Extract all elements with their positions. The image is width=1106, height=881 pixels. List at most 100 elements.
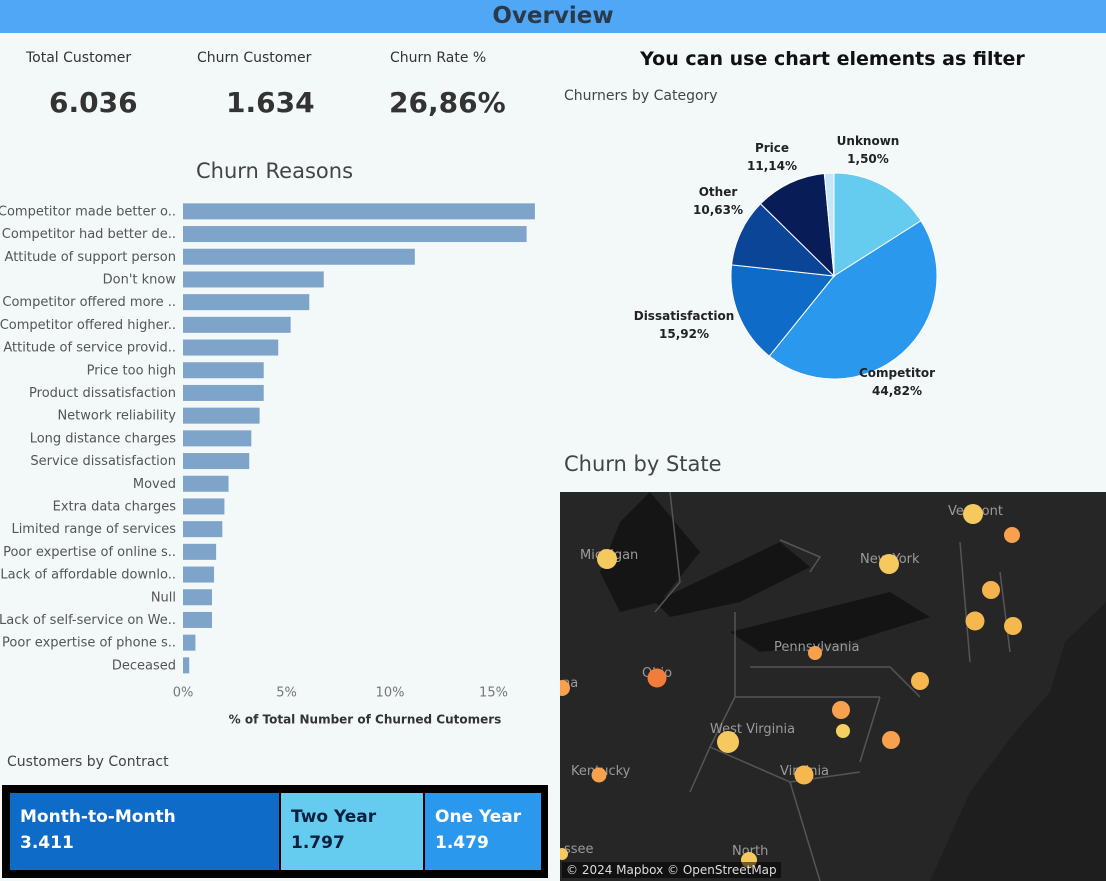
bar-category-label: Limited range of services xyxy=(11,522,176,537)
header-bar: Overview xyxy=(0,0,1106,33)
pie-slice-competitor[interactable] xyxy=(768,220,938,380)
churners-by-category-pie-chart[interactable]: Competitor 44,82% Dissatisfaction 15,92% Oth… xyxy=(600,120,1000,410)
state-dot[interactable] xyxy=(965,611,985,631)
bar-15[interactable] xyxy=(183,543,217,560)
filter-hint: You can use chart elements as filter xyxy=(640,48,1025,70)
pie-slice-other[interactable] xyxy=(731,203,836,277)
bar-category-label: Poor expertise of phone s.. xyxy=(2,636,176,651)
state-dot[interactable] xyxy=(808,646,822,660)
state-dot[interactable] xyxy=(832,701,850,719)
state-dot[interactable] xyxy=(1004,527,1020,543)
bar-20[interactable] xyxy=(183,657,190,674)
pie-label-name: Competitor xyxy=(859,366,935,380)
contract-value: 1.797 xyxy=(291,833,345,853)
bar-category-label: Price too high xyxy=(87,363,176,378)
churners-by-category-title: Churners by Category xyxy=(564,88,718,104)
bar-category-label: Competitor offered higher.. xyxy=(0,318,176,333)
pie-label-value: 15,92% xyxy=(659,327,709,341)
customers-by-contract-treemap: Month-to-Month 3.411 Two Year 1.797 One … xyxy=(2,785,548,878)
state-dot[interactable] xyxy=(717,731,739,753)
bar-category-label: Poor expertise of online s.. xyxy=(3,545,176,560)
bar-16[interactable] xyxy=(183,566,215,583)
bar-10[interactable] xyxy=(183,430,252,447)
bar-3[interactable] xyxy=(183,271,324,288)
x-axis-title: % of Total Number of Churned Cutomers xyxy=(229,713,502,727)
bar-0[interactable] xyxy=(183,203,535,220)
kpi-total-customer-value: 6.036 xyxy=(49,86,138,119)
pie-slice-unknown[interactable] xyxy=(823,172,835,277)
pie-label-value: 1,50% xyxy=(847,152,889,166)
customers-by-contract-title: Customers by Contract xyxy=(7,754,169,770)
state-dot[interactable] xyxy=(1004,617,1022,635)
bar-category-label: Service dissatisfaction xyxy=(30,454,176,469)
bar-5[interactable] xyxy=(183,316,291,333)
contract-label: Month-to-Month xyxy=(20,807,176,827)
bar-category-label: Don't know xyxy=(103,272,177,287)
pie-label-name: Other xyxy=(699,185,738,199)
bar-8[interactable] xyxy=(183,384,264,401)
state-dot[interactable] xyxy=(879,554,899,574)
map-background xyxy=(560,492,1106,881)
kpi-total-customer-label: Total Customer xyxy=(26,50,132,66)
pie-slice-dissatisfaction[interactable] xyxy=(730,264,835,357)
state-dot[interactable] xyxy=(591,767,607,783)
x-tick-label: 15% xyxy=(479,686,508,701)
churn-reasons-title: Churn Reasons xyxy=(196,159,354,183)
pie-label-name: Dissatisfaction xyxy=(634,309,735,323)
kpi-churn-customer-label: Churn Customer xyxy=(197,50,312,66)
contract-month-to-month[interactable]: Month-to-Month 3.411 xyxy=(10,793,279,870)
kpi-churn-customer-value: 1.634 xyxy=(226,86,315,119)
churn-by-state-map[interactable]: Michigan New York Vermont Pennsylvania O… xyxy=(560,492,1106,881)
pie-slice-null[interactable] xyxy=(833,172,922,277)
bar-category-label: Product dissatisfaction xyxy=(29,386,176,401)
map-attribution[interactable]: © 2024 Mapbox © OpenStreetMap xyxy=(562,862,781,878)
churn-reasons-bar-chart[interactable]: Competitor made better o.. Competitor had… xyxy=(0,190,555,735)
bar-category-label: Extra data charges xyxy=(53,499,177,514)
pie-label-name: Unknown xyxy=(837,134,900,148)
bar-18[interactable] xyxy=(183,611,212,628)
bar-17[interactable] xyxy=(183,589,212,606)
pie-label-name: Price xyxy=(755,141,789,155)
state-dot[interactable] xyxy=(982,581,1000,599)
pie-label-value: 44,82% xyxy=(872,384,922,398)
kpi-churn-rate-value: 26,86% xyxy=(389,86,506,119)
contract-label: Two Year xyxy=(291,807,377,827)
bar-category-label: Lack of affordable downlo.. xyxy=(0,568,176,583)
state-dot[interactable] xyxy=(597,549,617,569)
bar-category-label: Deceased xyxy=(112,658,176,673)
map-label-partial-bottom: ssee xyxy=(564,842,594,857)
bar-category-label: Network reliability xyxy=(57,409,176,424)
bar-12[interactable] xyxy=(183,475,229,492)
bar-2[interactable] xyxy=(183,248,415,265)
page-title: Overview xyxy=(492,3,614,29)
contract-value: 3.411 xyxy=(20,833,74,853)
state-dot[interactable] xyxy=(882,731,900,749)
state-dot[interactable] xyxy=(560,680,570,696)
bar-14[interactable] xyxy=(183,521,223,538)
contract-two-year[interactable]: Two Year 1.797 xyxy=(281,793,423,870)
bar-category-label: Competitor had better de.. xyxy=(2,227,176,242)
kpi-churn-rate-label: Churn Rate % xyxy=(390,50,487,66)
state-dot[interactable] xyxy=(647,668,667,688)
state-dot[interactable] xyxy=(560,848,568,860)
state-dot[interactable] xyxy=(794,765,814,785)
state-dot[interactable] xyxy=(836,724,850,738)
contract-label: One Year xyxy=(435,807,522,827)
bar-category-label: Competitor made better o.. xyxy=(0,204,176,219)
state-dot[interactable] xyxy=(911,672,929,690)
bar-1[interactable] xyxy=(183,226,527,243)
state-dot[interactable] xyxy=(963,504,983,524)
contract-one-year[interactable]: One Year 1.479 xyxy=(425,793,541,870)
bar-11[interactable] xyxy=(183,453,250,470)
bar-category-label: Lack of self-service on We.. xyxy=(0,613,176,628)
bar-6[interactable] xyxy=(183,339,279,356)
bar-7[interactable] xyxy=(183,362,264,379)
bar-4[interactable] xyxy=(183,294,310,311)
bar-9[interactable] xyxy=(183,407,260,424)
pie-slice-price[interactable] xyxy=(759,172,835,278)
bar-19[interactable] xyxy=(183,634,196,651)
bar-category-label: Attitude of support person xyxy=(5,250,176,265)
bar-category-label: Long distance charges xyxy=(30,431,177,446)
pie-label-value: 11,14% xyxy=(747,159,797,173)
bar-13[interactable] xyxy=(183,498,225,515)
